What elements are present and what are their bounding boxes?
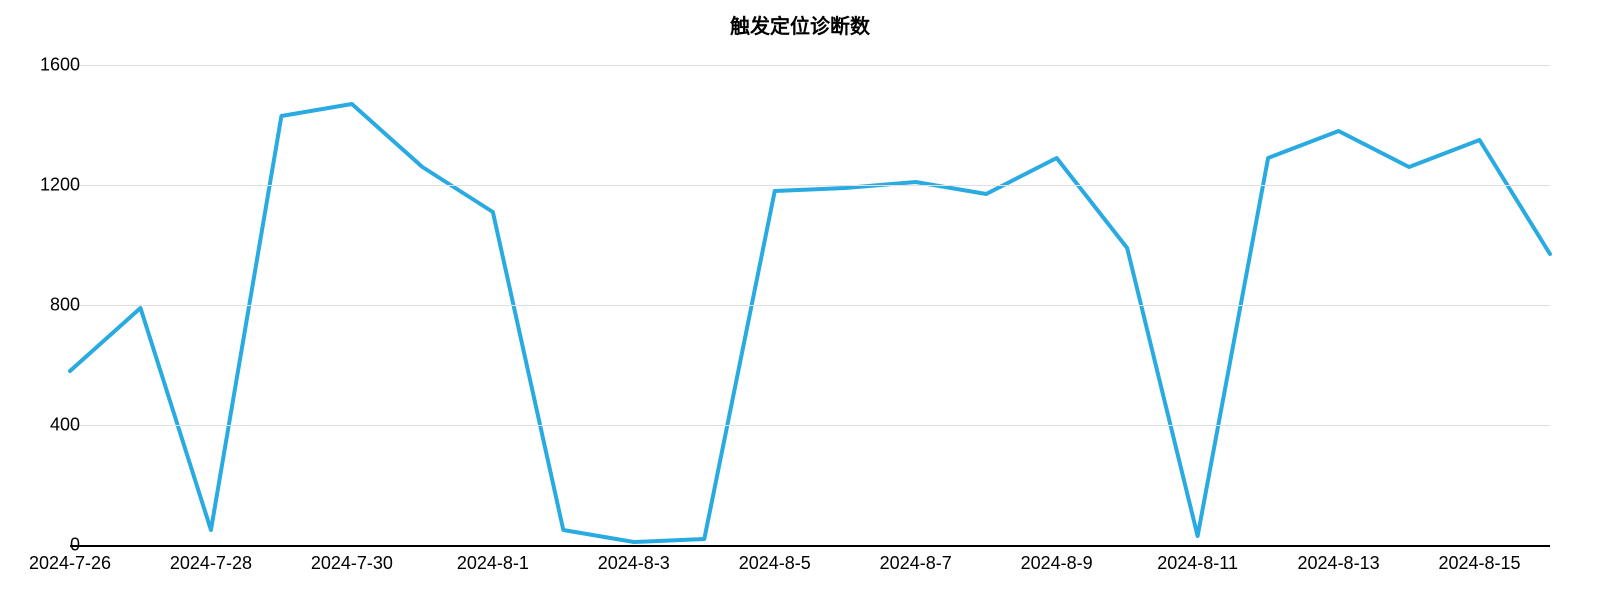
y-tick-label: 400 <box>20 415 80 436</box>
grid-line <box>70 425 1550 426</box>
y-tick-label: 1600 <box>20 55 80 76</box>
x-tick-label: 2024-8-7 <box>880 553 952 574</box>
x-tick-label: 2024-8-5 <box>739 553 811 574</box>
y-tick-label: 1200 <box>20 175 80 196</box>
x-tick-label: 2024-8-11 <box>1157 553 1238 574</box>
x-tick-label: 2024-7-30 <box>311 553 393 574</box>
grid-line <box>70 185 1550 186</box>
chart-container: 触发定位诊断数 0400800120016002024-7-262024-7-2… <box>0 0 1600 589</box>
x-tick-label: 2024-8-9 <box>1021 553 1093 574</box>
x-tick-label: 2024-8-3 <box>598 553 670 574</box>
x-tick-label: 2024-7-26 <box>29 553 111 574</box>
plot-area <box>70 65 1550 545</box>
x-tick-label: 2024-8-15 <box>1438 553 1520 574</box>
grid-line <box>70 305 1550 306</box>
y-tick-label: 800 <box>20 295 80 316</box>
grid-line <box>70 65 1550 66</box>
x-tick-label: 2024-7-28 <box>170 553 252 574</box>
chart-title: 触发定位诊断数 <box>0 10 1600 39</box>
data-line <box>70 104 1550 542</box>
x-tick-label: 2024-8-13 <box>1298 553 1380 574</box>
x-tick-label: 2024-8-1 <box>457 553 529 574</box>
x-axis-line <box>70 545 1550 547</box>
